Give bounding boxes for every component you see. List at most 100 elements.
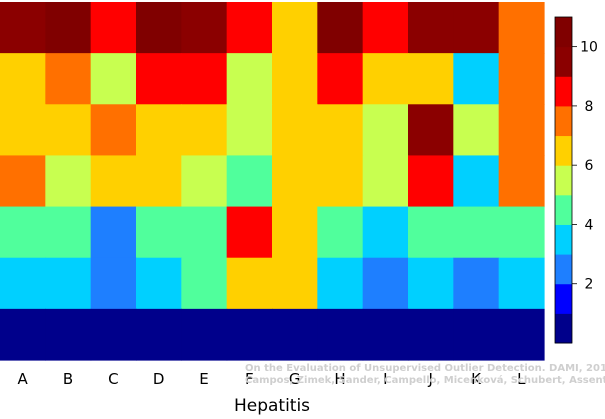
heatmap-cell-I-row1 xyxy=(362,2,409,54)
heatmap-cell-B-row3 xyxy=(45,104,92,157)
heatmap-cell-I-row7 xyxy=(362,308,409,361)
x-tick-label-B: B xyxy=(63,370,73,388)
heatmap-cell-K-row5 xyxy=(453,206,500,259)
heatmap-cell-A-row1 xyxy=(0,2,46,54)
heatmap-cell-J-row3 xyxy=(408,104,454,157)
heatmap-cell-J-row5 xyxy=(408,206,454,259)
heatmap-cell-C-row5 xyxy=(90,206,137,259)
x-tick-label-I: I xyxy=(383,370,387,388)
heatmap-cell-E-row1 xyxy=(181,2,228,54)
heatmap-cell-K-row2 xyxy=(453,53,500,105)
heatmap-cell-E-row6 xyxy=(181,257,228,310)
heatmap-cell-H-row7 xyxy=(317,308,364,361)
heatmap-cell-I-row3 xyxy=(362,104,409,157)
heatmap-cell-B-row4 xyxy=(45,155,92,208)
heatmap-cell-L-row5 xyxy=(498,206,545,259)
heatmap-cell-G-row6 xyxy=(272,257,318,310)
heatmap-cell-B-row6 xyxy=(45,257,92,310)
x-tick-label-G: G xyxy=(289,370,301,388)
heatmap-cell-D-row3 xyxy=(136,104,182,157)
heatmap-cell-L-row3 xyxy=(498,104,545,157)
heatmap-cell-D-row6 xyxy=(136,257,182,310)
x-tick-label-K: K xyxy=(471,370,482,388)
heatmap-cell-E-row7 xyxy=(181,308,228,361)
heatmap-cell-A-row4 xyxy=(0,155,46,208)
heatmap-cell-E-row4 xyxy=(181,155,228,208)
colorbar-tick-label-10: 10 xyxy=(580,40,598,56)
heatmap-cell-C-row4 xyxy=(90,155,137,208)
colorbar-segment-2 xyxy=(555,283,572,314)
heatmap-cell-F-row3 xyxy=(226,104,273,157)
heatmap-cell-G-row2 xyxy=(272,53,318,105)
heatmap-cell-F-row4 xyxy=(226,155,273,208)
heatmap-cell-J-row2 xyxy=(408,53,454,105)
heatmap-cell-L-row1 xyxy=(498,2,545,54)
colorbar-tick-label-4: 4 xyxy=(585,217,594,233)
colorbar-frame xyxy=(554,16,573,344)
heatmap-cell-A-row7 xyxy=(0,308,46,361)
colorbar-segment-9 xyxy=(555,76,572,107)
heatmap-cell-J-row6 xyxy=(408,257,454,310)
colorbar-segment-11 xyxy=(555,17,572,48)
heatmap-cell-B-row5 xyxy=(45,206,92,259)
heatmap-cell-J-row4 xyxy=(408,155,454,208)
heatmap-cell-A-row5 xyxy=(0,206,46,259)
colorbar-segment-4 xyxy=(555,224,572,255)
colorbar-tick-labels: 2 4 6 8 10 xyxy=(572,40,598,293)
heatmap-cell-A-row6 xyxy=(0,257,46,310)
heatmap-cell-L-row7 xyxy=(498,308,545,361)
x-tick-label-C: C xyxy=(108,370,118,388)
heatmap-cell-G-row7 xyxy=(272,308,318,361)
x-tick-label-J: J xyxy=(427,370,432,388)
heatmap-cell-K-row3 xyxy=(453,104,500,157)
x-tick-label-E: E xyxy=(199,370,208,388)
colorbar-segment-5 xyxy=(555,194,572,225)
heatmap-cell-F-row7 xyxy=(226,308,273,361)
heatmap-cell-L-row4 xyxy=(498,155,545,208)
heatmap-cell-F-row6 xyxy=(226,257,273,310)
colorbar-tick-label-2: 2 xyxy=(585,277,594,293)
heatmap-cell-C-row1 xyxy=(90,2,137,54)
heatmap-cell-H-row5 xyxy=(317,206,364,259)
heatmap-cell-G-row5 xyxy=(272,206,318,259)
colorbar xyxy=(554,16,573,344)
x-tick-label-A: A xyxy=(18,370,29,388)
heatmap-cell-D-row4 xyxy=(136,155,182,208)
x-tick-labels: A B C D E F G H I J K L xyxy=(18,370,527,388)
heatmap-cell-F-row5 xyxy=(226,206,273,259)
heatmap-cell-K-row1 xyxy=(453,2,500,54)
heatmap-cell-I-row4 xyxy=(362,155,409,208)
heatmap-cell-E-row3 xyxy=(181,104,228,157)
x-tick-label-D: D xyxy=(153,370,165,388)
colorbar-segment-10 xyxy=(555,46,572,77)
heatmap-cell-I-row6 xyxy=(362,257,409,310)
watermark-line-1: On the Evaluation of Unsupervised Outlie… xyxy=(245,363,605,374)
heatmap-cell-D-row7 xyxy=(136,308,182,361)
heatmap-cell-L-row2 xyxy=(498,53,545,105)
heatmap-cell-H-row6 xyxy=(317,257,364,310)
heatmap-cell-F-row2 xyxy=(226,53,273,105)
heatmap-cell-A-row2 xyxy=(0,53,46,105)
heatmap-cell-L-row6 xyxy=(498,257,545,310)
heatmap-cell-H-row2 xyxy=(317,53,364,105)
heatmap-cell-F-row1 xyxy=(226,2,273,54)
heatmap-cell-G-row4 xyxy=(272,155,318,208)
heatmap-cell-A-row3 xyxy=(0,104,46,157)
heatmap-cell-B-row1 xyxy=(45,2,92,54)
heatmap-cell-H-row1 xyxy=(317,2,364,54)
heatmap-cell-I-row2 xyxy=(362,53,409,105)
watermark-line-2: Campos, Zimek, Sander, Campello, Micenko… xyxy=(245,374,605,386)
heatmap-cell-I-row5 xyxy=(362,206,409,259)
heatmap-cell-D-row5 xyxy=(136,206,182,259)
x-axis-title: Hepatitis xyxy=(234,396,310,415)
heatmap-cell-J-row1 xyxy=(408,2,454,54)
heatmap-cell-C-row7 xyxy=(90,308,137,361)
heatmap-cell-E-row2 xyxy=(181,53,228,105)
colorbar-segment-8 xyxy=(555,105,572,137)
heatmap-cell-K-row4 xyxy=(453,155,500,208)
colorbar-tick-label-6: 6 xyxy=(585,158,594,174)
heatmap-cell-K-row6 xyxy=(453,257,500,310)
heatmap-cell-B-row7 xyxy=(45,308,92,361)
